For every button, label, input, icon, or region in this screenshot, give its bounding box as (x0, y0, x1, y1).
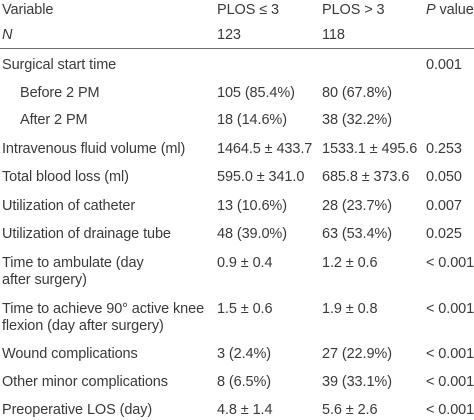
row-plos-gt3: 80 (67.8%) (322, 85, 392, 101)
header-p-rest: value (435, 2, 474, 18)
row-label: After 2 PM (20, 112, 88, 128)
row-plos-le3: 1.5 ± 0.6 (217, 301, 273, 317)
row-p-value: < 0.001 (426, 301, 474, 317)
row-plos-le3: 18 (14.6%) (217, 112, 287, 128)
row-plos-le3: 8 (6.5%) (217, 374, 271, 390)
row-label: Preoperative LOS (day) (2, 402, 153, 418)
row-plos-le3: 4.8 ± 1.4 (217, 402, 273, 418)
n-label: N (2, 27, 13, 43)
header-p-italic: P (426, 2, 436, 18)
row-label: Time to ambulate (day after surgery) (2, 255, 144, 288)
row-plos-le3: 105 (85.4%) (217, 85, 295, 101)
row-plos-gt3: 1.9 ± 0.8 (322, 301, 378, 317)
row-p-value: < 0.001 (426, 374, 474, 390)
header-plos-le3: PLOS ≤ 3 (217, 2, 279, 18)
row-p-value: 0.050 (426, 169, 462, 185)
row-p-value: < 0.001 (426, 346, 474, 362)
row-plos-gt3: 1.2 ± 0.6 (322, 255, 378, 271)
row-label: Total blood loss (ml) (2, 169, 129, 185)
row-plos-gt3: 27 (22.9%) (322, 346, 392, 362)
row-label: Intravenous fluid volume (ml) (2, 141, 186, 157)
row-label: Utilization of drainage tube (2, 226, 171, 242)
row-plos-le3: 3 (2.4%) (217, 346, 271, 362)
row-label: Before 2 PM (20, 85, 100, 101)
row-p-value: 0.025 (426, 226, 462, 242)
row-p-value: < 0.001 (426, 402, 474, 418)
row-plos-le3: 48 (39.0%) (217, 226, 287, 242)
header-divider (0, 48, 474, 49)
n-plos-le3: 123 (217, 27, 241, 43)
n-plos-gt3: 118 (322, 27, 345, 43)
row-p-value: 0.001 (426, 57, 462, 73)
row-plos-gt3: 685.8 ± 373.6 (322, 169, 410, 185)
header-p-value: P value (426, 2, 474, 19)
row-plos-le3: 0.9 ± 0.4 (217, 255, 273, 271)
row-label: Surgical start time (2, 57, 117, 73)
row-plos-le3: 13 (10.6%) (217, 198, 287, 214)
row-label: Other minor complications (2, 374, 168, 390)
row-plos-le3: 1464.5 ± 433.7 (217, 141, 313, 157)
row-p-value: 0.253 (426, 141, 462, 157)
row-plos-gt3: 5.6 ± 2.6 (322, 402, 378, 418)
row-plos-gt3: 38 (32.2%) (322, 112, 392, 128)
row-plos-gt3: 1533.1 ± 495.6 (322, 141, 418, 157)
row-label: Time to achieve 90° active knee flexion … (2, 301, 205, 334)
row-plos-gt3: 28 (23.7%) (322, 198, 392, 214)
header-variable: Variable (2, 2, 54, 18)
header-plos-gt3: PLOS > 3 (322, 2, 385, 18)
row-p-value: < 0.001 (426, 255, 474, 271)
row-label: Utilization of catheter (2, 198, 136, 214)
row-label: Wound complications (2, 346, 138, 362)
row-p-value: 0.007 (426, 198, 462, 214)
row-plos-le3: 595.0 ± 341.0 (217, 169, 305, 185)
row-plos-gt3: 63 (53.4%) (322, 226, 392, 242)
row-plos-gt3: 39 (33.1%) (322, 374, 392, 390)
